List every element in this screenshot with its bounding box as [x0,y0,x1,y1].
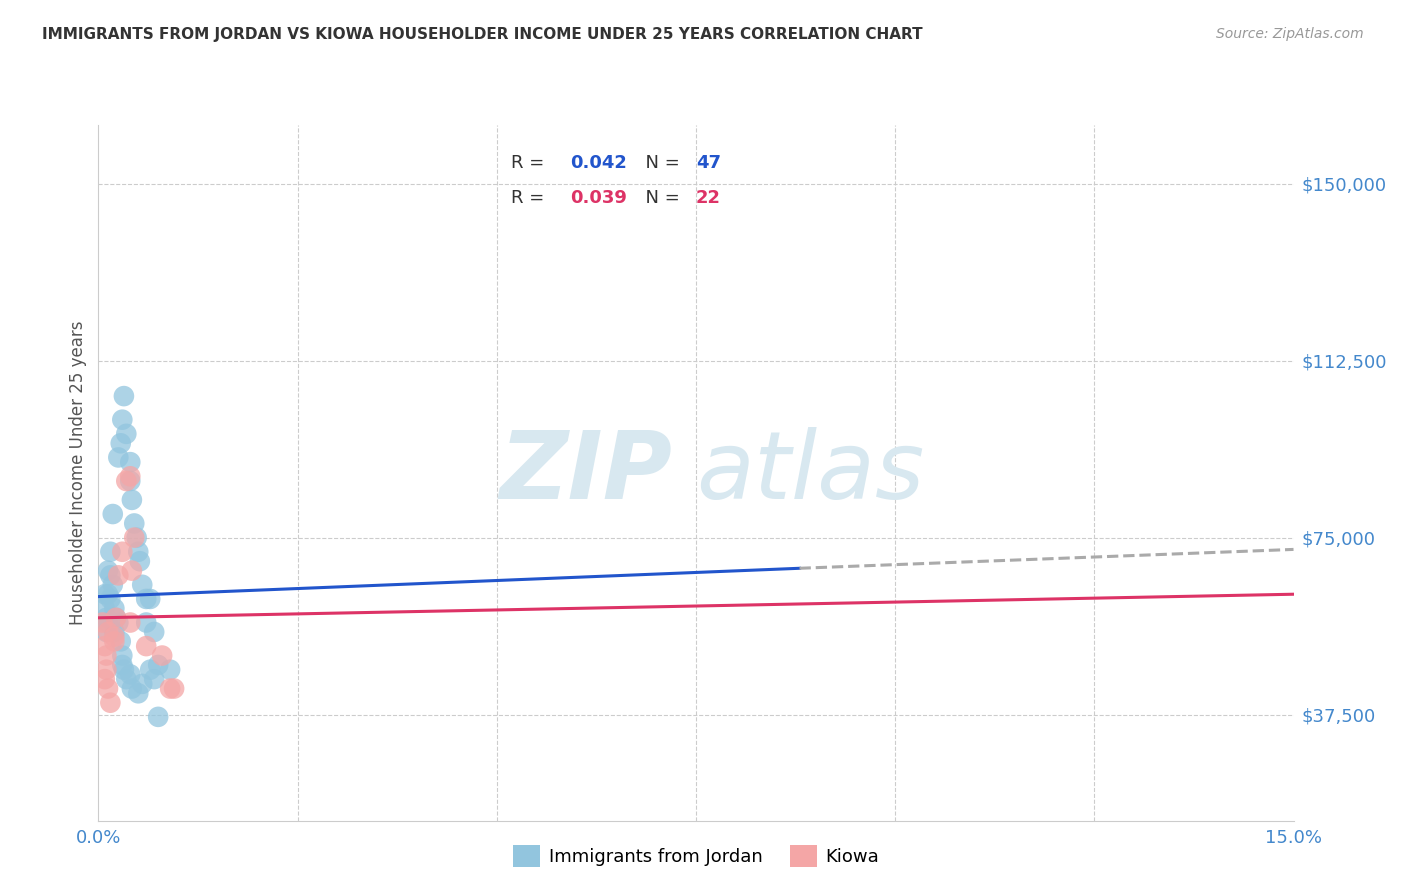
Point [115,426,138,441]
Point [107,615,129,630]
Text: ZIP: ZIP [499,426,672,519]
Point [135,591,157,606]
Point [135,615,157,630]
Point [148,710,170,724]
Point [121,492,143,507]
Point [111,648,134,663]
Point [100,568,122,582]
Text: Source: ZipAtlas.com: Source: ZipAtlas.com [1216,27,1364,41]
Point [124,531,146,545]
Point [159,663,181,677]
Point [101,578,124,592]
Point [100,545,122,559]
Point [100,591,122,606]
Point [120,474,142,488]
Point [100,696,122,710]
Point [103,634,125,648]
Point [115,474,138,488]
Text: N =: N = [634,189,685,207]
Point [143,624,166,639]
Point [150,648,173,663]
Text: 0.042: 0.042 [571,154,627,172]
Point [121,681,143,696]
Point [148,657,170,672]
Point [97,564,120,578]
Text: N =: N = [634,154,685,172]
Point [103,630,125,644]
Point [139,663,162,677]
Point [104,611,127,625]
Point [127,686,149,700]
Point [112,663,135,677]
Point [94,639,117,653]
Text: 47: 47 [696,154,721,172]
Text: 22: 22 [696,189,721,207]
Point [91,615,114,630]
Point [124,516,146,531]
Point [97,681,120,696]
Text: R =: R = [510,189,550,207]
Point [135,639,157,653]
Point [120,667,142,681]
Point [111,657,134,672]
Point [143,672,166,686]
Point [96,648,118,663]
Point [111,413,134,427]
Point [97,587,120,601]
Point [96,624,118,639]
Point [121,564,143,578]
Y-axis label: Householder Income Under 25 years: Householder Income Under 25 years [69,320,87,625]
Point [120,615,142,630]
Point [96,611,118,625]
Point [94,601,117,615]
Point [110,436,132,450]
Text: R =: R = [510,154,550,172]
Point [159,681,181,696]
Point [125,531,148,545]
Point [131,578,153,592]
Point [103,601,125,615]
Point [131,677,153,691]
Point [127,545,149,559]
Point [94,587,117,601]
Point [115,672,138,686]
Point [96,663,118,677]
Point [112,389,135,403]
Point [104,611,127,625]
Point [97,615,120,630]
Point [103,624,125,639]
Text: IMMIGRANTS FROM JORDAN VS KIOWA HOUSEHOLDER INCOME UNDER 25 YEARS CORRELATION CH: IMMIGRANTS FROM JORDAN VS KIOWA HOUSEHOL… [42,27,922,42]
Point [111,545,134,559]
Point [120,469,142,483]
Point [163,681,186,696]
Point [139,591,162,606]
Point [128,554,150,568]
Legend: Immigrants from Jordan, Kiowa: Immigrants from Jordan, Kiowa [505,838,887,874]
Point [97,624,120,639]
Point [120,455,142,469]
Point [107,568,129,582]
Point [94,672,117,686]
Point [110,634,132,648]
Point [107,450,129,465]
Text: 0.039: 0.039 [571,189,627,207]
Text: atlas: atlas [696,427,924,518]
Point [101,507,124,521]
